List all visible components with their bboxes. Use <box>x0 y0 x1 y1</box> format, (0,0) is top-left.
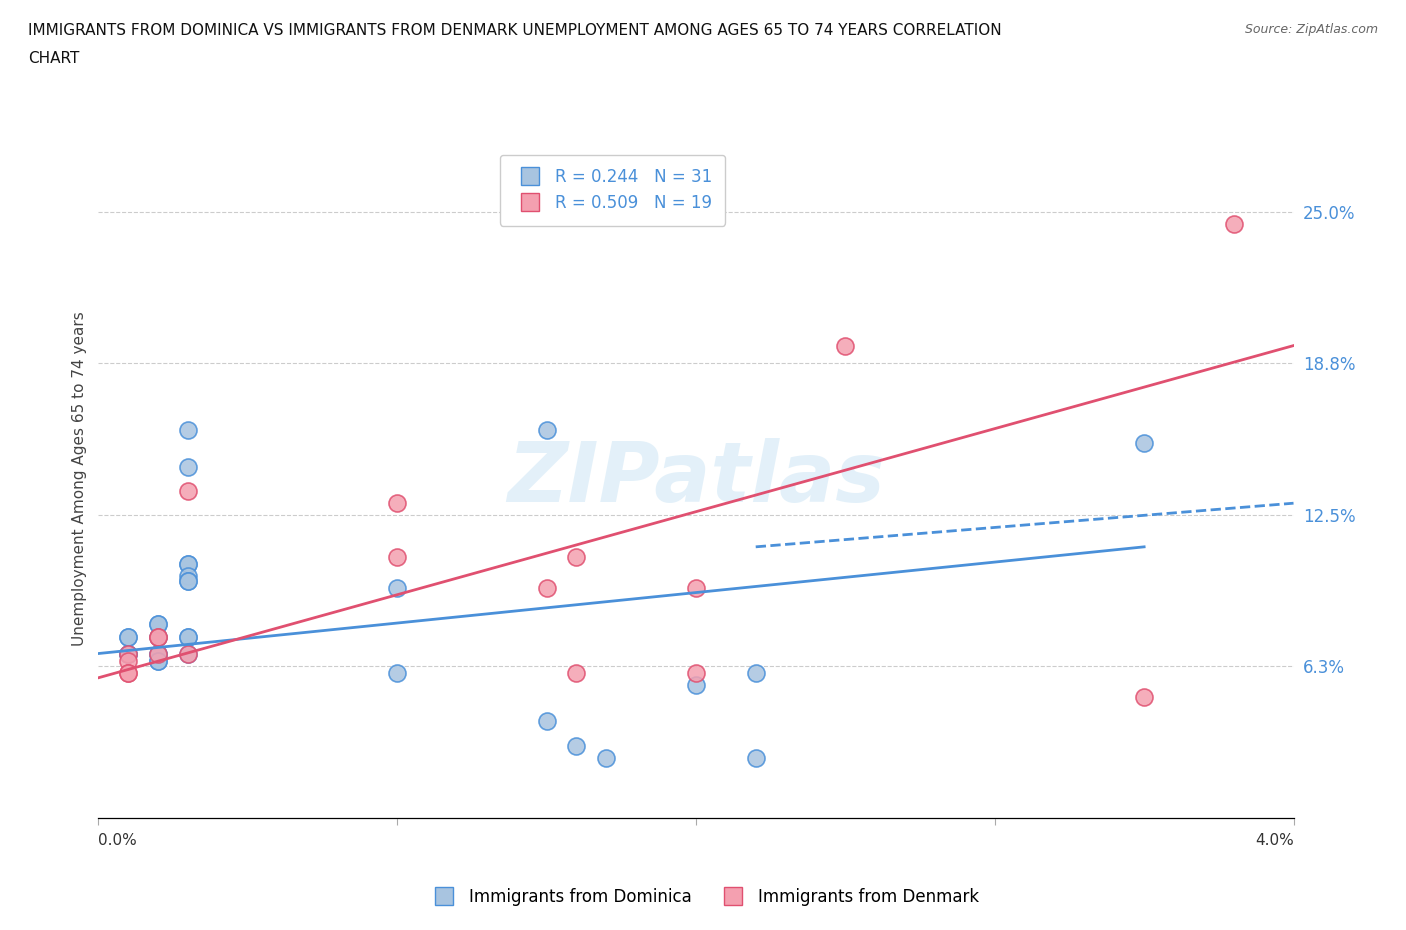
Point <box>148 629 170 644</box>
Point <box>385 666 409 681</box>
Point <box>117 646 139 661</box>
Point <box>177 573 200 589</box>
Point <box>177 629 200 644</box>
Point <box>117 629 139 644</box>
Point <box>565 666 588 681</box>
Legend: Immigrants from Dominica, Immigrants from Denmark: Immigrants from Dominica, Immigrants fro… <box>420 881 986 912</box>
Point <box>177 556 200 571</box>
Point <box>565 549 588 564</box>
Point <box>536 423 558 438</box>
Text: 4.0%: 4.0% <box>1254 833 1294 848</box>
Y-axis label: Unemployment Among Ages 65 to 74 years: Unemployment Among Ages 65 to 74 years <box>72 312 87 646</box>
Point <box>177 423 200 438</box>
Point <box>536 580 558 595</box>
Point <box>148 646 170 661</box>
Point <box>595 751 617 765</box>
Point <box>148 617 170 631</box>
Point <box>117 654 139 669</box>
Point <box>685 580 707 595</box>
Point <box>385 496 409 511</box>
Point <box>1133 435 1156 450</box>
Point <box>745 751 768 765</box>
Point <box>177 556 200 571</box>
Point <box>148 654 170 669</box>
Point <box>148 646 170 661</box>
Point <box>117 629 139 644</box>
Point <box>745 666 768 681</box>
Point <box>685 666 707 681</box>
Point <box>148 654 170 669</box>
Point <box>148 629 170 644</box>
Point <box>834 339 856 353</box>
Point <box>385 580 409 595</box>
Point <box>117 666 139 681</box>
Text: CHART: CHART <box>28 51 80 66</box>
Point <box>685 678 707 693</box>
Point <box>565 738 588 753</box>
Point <box>536 714 558 729</box>
Text: ZIPatlas: ZIPatlas <box>508 438 884 520</box>
Point <box>1133 690 1156 705</box>
Point <box>177 629 200 644</box>
Point <box>177 484 200 498</box>
Point <box>1222 217 1246 232</box>
Text: IMMIGRANTS FROM DOMINICA VS IMMIGRANTS FROM DENMARK UNEMPLOYMENT AMONG AGES 65 T: IMMIGRANTS FROM DOMINICA VS IMMIGRANTS F… <box>28 23 1001 38</box>
Point <box>385 549 409 564</box>
Point <box>177 646 200 661</box>
Point <box>177 459 200 474</box>
Point <box>148 629 170 644</box>
Point <box>148 617 170 631</box>
Point <box>148 646 170 661</box>
Point <box>177 568 200 583</box>
Point <box>177 646 200 661</box>
Legend: R = 0.244   N = 31, R = 0.509   N = 19: R = 0.244 N = 31, R = 0.509 N = 19 <box>499 154 725 226</box>
Point <box>117 646 139 661</box>
Point <box>117 666 139 681</box>
Point <box>177 573 200 589</box>
Text: 0.0%: 0.0% <box>98 833 138 848</box>
Text: Source: ZipAtlas.com: Source: ZipAtlas.com <box>1244 23 1378 36</box>
Point <box>117 646 139 661</box>
